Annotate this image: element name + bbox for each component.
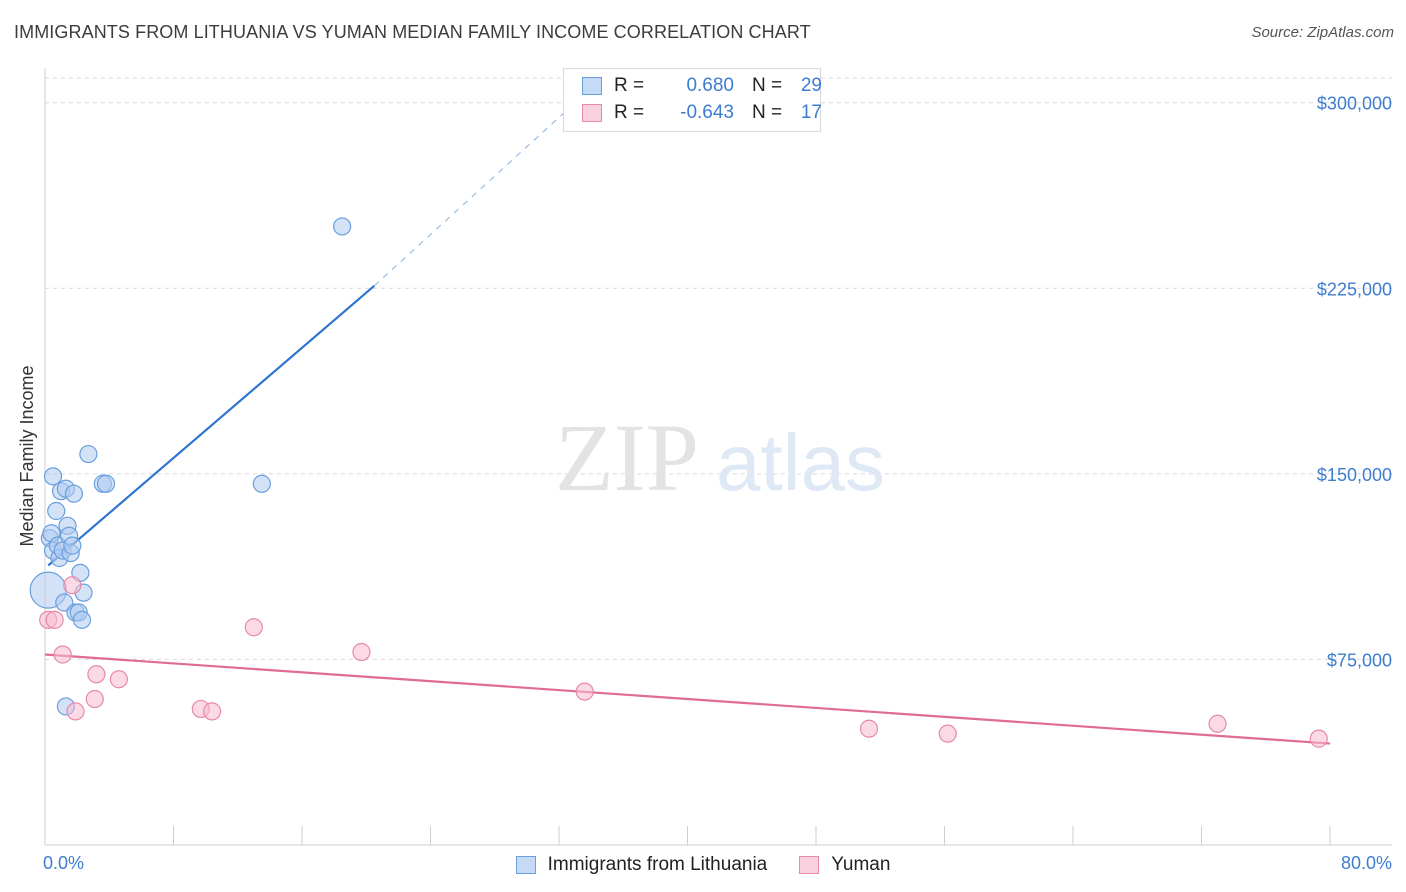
y-tick-labels: $75,000 $150,000 $225,000 $300,000 (1317, 94, 1392, 671)
grid-lines (45, 77, 1392, 660)
point-lithuania (72, 610, 92, 629)
point-lithuania (333, 217, 352, 236)
point-yuman (202, 702, 222, 721)
point-lithuania (47, 501, 66, 521)
y-tick-label: $300,000 (1317, 94, 1392, 114)
legend-r-label: R = (614, 75, 645, 96)
trendline-yuman (44, 653, 1331, 745)
y-axis-label: Median Family Income (17, 365, 37, 546)
point-yuman (938, 724, 957, 743)
trendline-lithuania-extension (373, 102, 576, 287)
series-legend-yuman: Yuman (799, 852, 890, 878)
series-swatch-pink (799, 856, 820, 874)
legend-n-label: N = (752, 102, 783, 123)
x-tick-label: 0.0% (43, 853, 84, 873)
point-lithuania (96, 474, 116, 493)
source-label: Source: ZipAtlas.com (1251, 24, 1394, 41)
point-yuman (859, 719, 879, 738)
axes (44, 68, 1392, 846)
legend-swatch-pink (582, 104, 602, 122)
y-tick-label: $225,000 (1317, 279, 1392, 299)
point-lithuania (252, 474, 271, 493)
point-yuman (85, 689, 104, 709)
y-tick-label: $75,000 (1327, 650, 1392, 670)
watermark-zip: ZIP (555, 404, 699, 511)
point-yuman (109, 670, 128, 689)
point-yuman (1208, 714, 1227, 733)
legend-r-value: -0.643 (680, 102, 734, 123)
watermark: ZIP atlas (555, 404, 885, 511)
legend-r-value: 0.680 (686, 75, 734, 96)
point-yuman (66, 702, 85, 721)
data-points (29, 217, 1328, 748)
point-yuman (575, 682, 594, 701)
legend-swatch-blue (582, 77, 602, 95)
trendline-lithuania (47, 284, 375, 567)
trendlines (44, 102, 1331, 745)
point-yuman (87, 665, 106, 684)
legend-r-label: R = (614, 102, 645, 123)
series-swatch-blue (515, 856, 536, 874)
point-yuman (244, 618, 263, 637)
point-yuman (53, 645, 72, 664)
point-lithuania (64, 484, 84, 503)
point-yuman (1309, 729, 1328, 748)
watermark-atlas: atlas (716, 418, 885, 507)
legend-row-lithuania: R = 0.680 N = 29 (582, 74, 822, 98)
legend-row-yuman: R = -0.643 N = 17 (582, 101, 822, 125)
correlation-legend: R = 0.680 N = 29 R = -0.643 N = 17 (563, 68, 822, 132)
series-legend: Immigrants from Lithuania Yuman (0, 852, 1406, 878)
series-name: Immigrants from Lithuania (547, 854, 768, 875)
legend-n-value: 17 (800, 102, 822, 123)
series-legend-lithuania: Immigrants from Lithuania (515, 852, 768, 878)
point-yuman (63, 576, 82, 595)
x-tick-label: 80.0% (1341, 853, 1392, 873)
y-tick-label: $150,000 (1317, 465, 1392, 485)
point-yuman (45, 610, 64, 629)
point-yuman (352, 642, 371, 662)
point-lithuania (79, 444, 98, 464)
point-lithuania (43, 467, 63, 486)
series-name: Yuman (831, 854, 891, 875)
x-tick-labels: 0.0% 80.0% (43, 853, 1392, 873)
chart-title: IMMIGRANTS FROM LITHUANIA VS YUMAN MEDIA… (14, 22, 811, 42)
point-lithuania (63, 536, 82, 555)
legend-n-value: 29 (800, 75, 822, 96)
legend-n-label: N = (752, 75, 783, 96)
